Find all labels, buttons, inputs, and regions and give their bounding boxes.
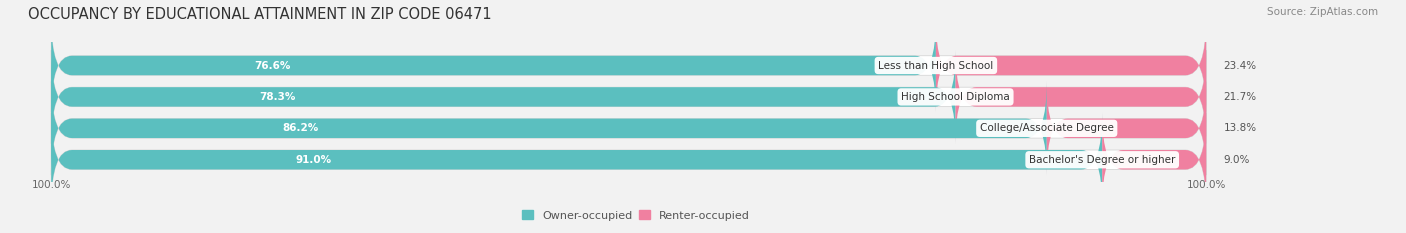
FancyBboxPatch shape — [51, 19, 1206, 112]
FancyBboxPatch shape — [936, 19, 1206, 112]
FancyBboxPatch shape — [1046, 82, 1206, 175]
Legend: Owner-occupied, Renter-occupied: Owner-occupied, Renter-occupied — [517, 206, 755, 225]
FancyBboxPatch shape — [51, 50, 1206, 144]
Text: 21.7%: 21.7% — [1223, 92, 1257, 102]
Text: 76.6%: 76.6% — [254, 61, 291, 71]
Text: 100.0%: 100.0% — [31, 180, 70, 190]
Text: 9.0%: 9.0% — [1223, 155, 1250, 165]
FancyBboxPatch shape — [51, 82, 1046, 175]
Text: Bachelor's Degree or higher: Bachelor's Degree or higher — [1029, 155, 1175, 165]
Text: High School Diploma: High School Diploma — [901, 92, 1010, 102]
FancyBboxPatch shape — [1102, 113, 1206, 207]
Text: Source: ZipAtlas.com: Source: ZipAtlas.com — [1267, 7, 1378, 17]
Text: 100.0%: 100.0% — [1187, 180, 1226, 190]
Text: 23.4%: 23.4% — [1223, 61, 1257, 71]
Text: 86.2%: 86.2% — [283, 123, 318, 133]
Text: College/Associate Degree: College/Associate Degree — [980, 123, 1114, 133]
Text: 78.3%: 78.3% — [259, 92, 295, 102]
FancyBboxPatch shape — [956, 50, 1206, 144]
FancyBboxPatch shape — [51, 82, 1206, 175]
Text: Less than High School: Less than High School — [879, 61, 994, 71]
FancyBboxPatch shape — [51, 113, 1102, 207]
Text: 91.0%: 91.0% — [295, 155, 332, 165]
Text: 13.8%: 13.8% — [1223, 123, 1257, 133]
FancyBboxPatch shape — [51, 113, 1206, 207]
Text: OCCUPANCY BY EDUCATIONAL ATTAINMENT IN ZIP CODE 06471: OCCUPANCY BY EDUCATIONAL ATTAINMENT IN Z… — [28, 7, 492, 22]
FancyBboxPatch shape — [51, 19, 936, 112]
FancyBboxPatch shape — [51, 50, 956, 144]
